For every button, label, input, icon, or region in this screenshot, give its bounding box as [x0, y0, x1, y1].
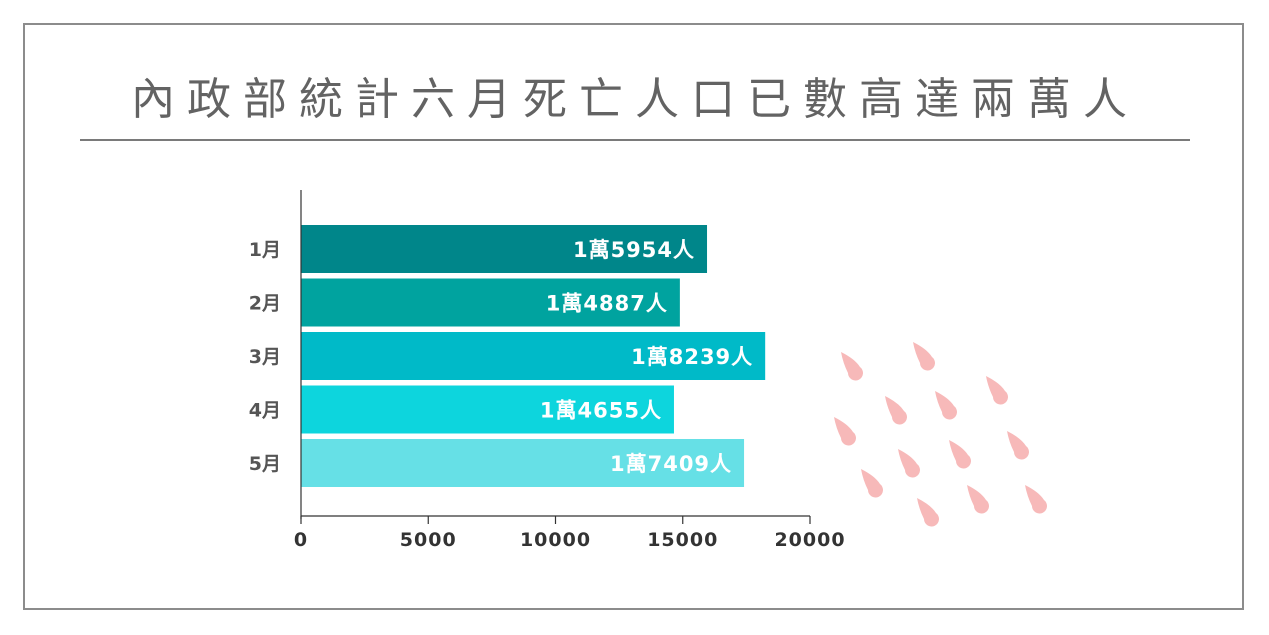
raindrop-icon — [935, 391, 957, 420]
data-label-1: 1萬5954人 — [573, 238, 695, 262]
data-label-3: 1萬8239人 — [631, 345, 753, 369]
x-tick-label-2: 10000 — [520, 529, 591, 551]
category-labels: 1月 2月 3月 4月 5月 — [249, 239, 281, 475]
page-title: 內政部統計六月死亡人口已數高達兩萬人 — [131, 74, 1139, 125]
category-label-1: 1月 — [249, 239, 281, 261]
data-labels: 1萬5954人 1萬4887人 1萬8239人 1萬4655人 1萬7409人 — [540, 238, 753, 476]
bar-3 — [301, 332, 766, 380]
x-tick-label-1: 5000 — [400, 529, 457, 551]
raindrop-icon — [986, 376, 1009, 405]
raindrop-icon — [898, 449, 920, 478]
chart-frame — [23, 23, 1244, 610]
x-ticks: 0 5000 10000 15000 20000 — [294, 516, 845, 551]
title-divider — [80, 139, 1190, 141]
raindrop-icon — [913, 342, 935, 371]
data-label-5: 1萬7409人 — [610, 452, 732, 476]
category-label-3: 3月 — [249, 346, 281, 368]
raindrop-icon — [861, 469, 883, 498]
raindrop-icon — [1025, 485, 1047, 514]
bars-group — [301, 225, 766, 487]
raindrop-icon — [1007, 431, 1029, 460]
raindrop-icon — [885, 396, 908, 425]
raindrop-icon — [949, 440, 971, 469]
raindrop-icon — [834, 417, 856, 446]
bar-4 — [301, 385, 674, 434]
raindrop-decoration — [834, 342, 1047, 527]
bar-5 — [301, 439, 745, 487]
raindrop-icon — [917, 498, 939, 527]
x-tick-label-3: 15000 — [647, 529, 718, 551]
x-tick-label-0: 0 — [294, 529, 308, 551]
raindrop-icon — [967, 485, 989, 514]
category-label-4: 4月 — [249, 400, 281, 422]
raindrop-icon — [841, 352, 863, 381]
bar-2 — [301, 278, 680, 327]
x-tick-label-4: 20000 — [774, 529, 845, 551]
category-label-5: 5月 — [249, 453, 281, 475]
bar-1 — [301, 225, 708, 273]
data-label-2: 1萬4887人 — [546, 292, 668, 316]
data-label-4: 1萬4655人 — [540, 399, 662, 423]
category-label-2: 2月 — [249, 293, 281, 315]
